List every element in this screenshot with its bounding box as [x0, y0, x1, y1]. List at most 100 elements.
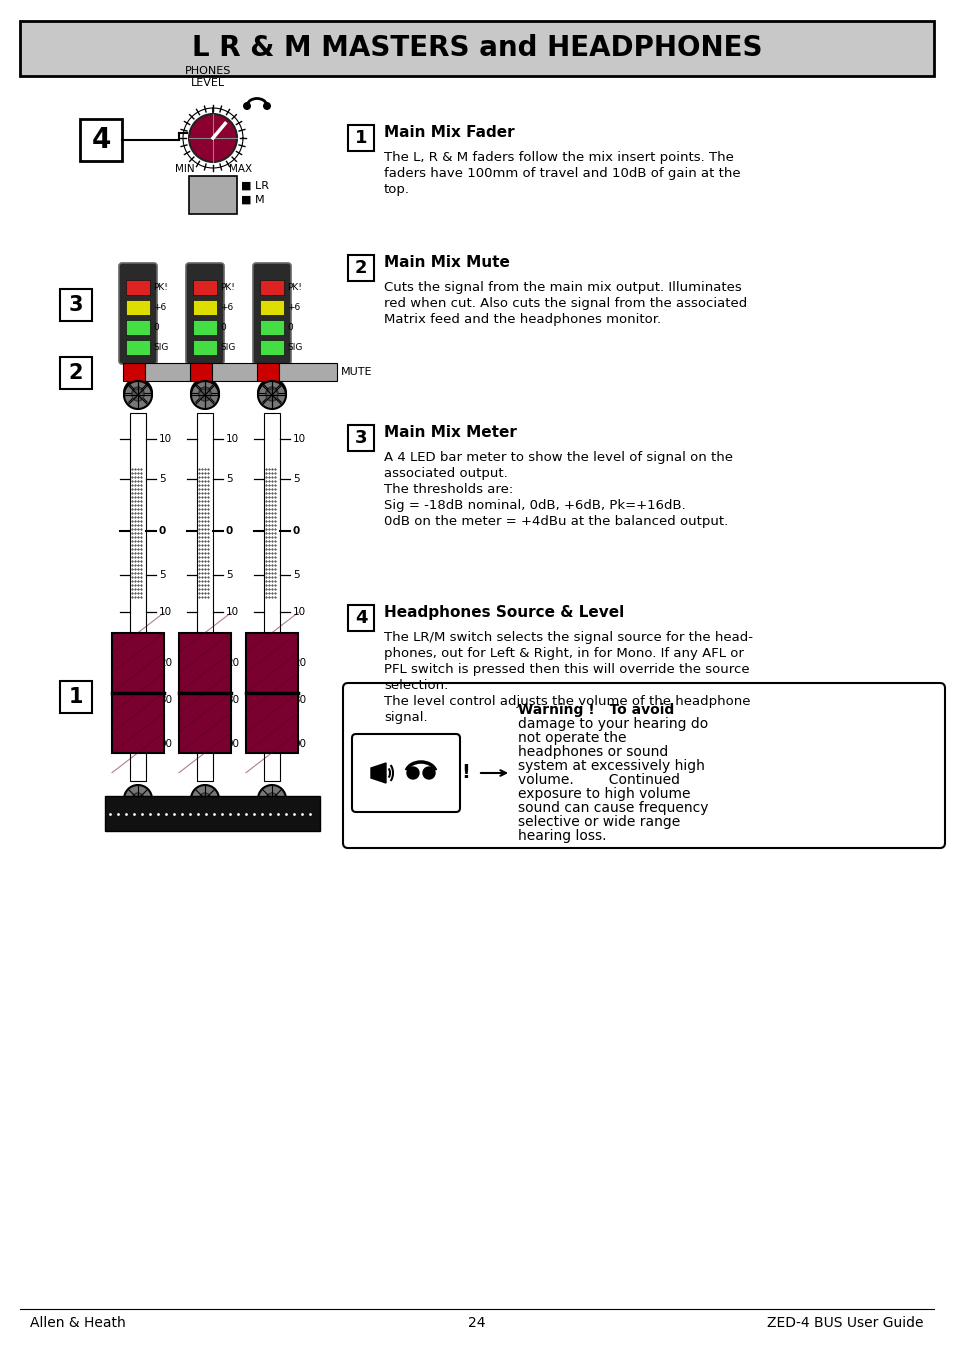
Circle shape [266, 793, 277, 805]
Circle shape [199, 389, 211, 401]
Text: signal.: signal. [384, 711, 427, 724]
Circle shape [132, 793, 144, 805]
Text: ZED-4 BUS User Guide: ZED-4 BUS User Guide [767, 1316, 923, 1329]
Bar [193, 280, 216, 295]
Circle shape [132, 389, 144, 401]
Text: 0: 0 [293, 526, 300, 536]
Text: MIN: MIN [175, 163, 194, 174]
Text: SIG: SIG [287, 343, 302, 353]
Text: 0dB on the meter = +4dBu at the balanced output.: 0dB on the meter = +4dBu at the balanced… [384, 515, 727, 528]
FancyBboxPatch shape [186, 263, 224, 363]
Text: phones, out for Left & Right, in for Mono. If any AFL or: phones, out for Left & Right, in for Mon… [384, 647, 743, 661]
Text: 20: 20 [159, 658, 172, 669]
Bar [60, 681, 91, 713]
Text: !: ! [460, 763, 470, 782]
Text: top.: top. [384, 182, 410, 196]
Circle shape [257, 381, 286, 409]
Text: 0: 0 [152, 323, 158, 332]
Bar [126, 280, 150, 295]
Circle shape [124, 381, 152, 409]
Text: Allen & Heath: Allen & Heath [30, 1316, 126, 1329]
Circle shape [199, 793, 211, 805]
Text: 30: 30 [159, 694, 172, 705]
Text: 3: 3 [355, 430, 367, 447]
Bar [126, 340, 150, 355]
Bar [130, 413, 146, 781]
Text: L: L [133, 373, 143, 388]
Text: 5: 5 [226, 474, 233, 484]
Bar [193, 320, 216, 335]
Bar [348, 126, 374, 151]
Text: 3: 3 [69, 295, 83, 315]
Bar [260, 320, 284, 335]
Text: 1: 1 [69, 688, 83, 707]
Text: R: R [199, 373, 211, 388]
FancyBboxPatch shape [119, 263, 157, 363]
Text: 0: 0 [287, 323, 293, 332]
Circle shape [191, 380, 219, 407]
Text: 5: 5 [159, 474, 166, 484]
Text: 10: 10 [293, 434, 306, 443]
Circle shape [422, 767, 435, 780]
Bar [348, 255, 374, 281]
Polygon shape [371, 763, 386, 784]
Text: 0: 0 [220, 323, 226, 332]
Text: 24: 24 [468, 1316, 485, 1329]
Bar [20, 22, 933, 76]
Text: L: L [133, 816, 143, 831]
Bar [260, 340, 284, 355]
Text: sound can cause frequency: sound can cause frequency [517, 801, 708, 815]
Bar [80, 119, 122, 161]
Text: Main Mix Meter: Main Mix Meter [384, 426, 517, 440]
Circle shape [191, 785, 219, 813]
Text: 00: 00 [226, 739, 239, 750]
Text: 2: 2 [69, 363, 83, 382]
Text: hearing loss.: hearing loss. [517, 830, 606, 843]
Bar [348, 605, 374, 631]
Circle shape [124, 785, 152, 813]
Text: selection.: selection. [384, 680, 448, 692]
Bar [260, 280, 284, 295]
Text: M: M [264, 816, 279, 831]
FancyBboxPatch shape [343, 684, 944, 848]
Text: R: R [199, 816, 211, 831]
Circle shape [266, 386, 277, 399]
Text: 20: 20 [293, 658, 306, 669]
Text: 10: 10 [226, 434, 239, 443]
Text: not operate the: not operate the [517, 731, 626, 744]
Text: 10: 10 [159, 607, 172, 616]
Text: 00: 00 [159, 739, 172, 750]
Circle shape [266, 389, 277, 401]
Bar [105, 796, 319, 831]
Bar [123, 363, 145, 381]
Text: volume.        Continued: volume. Continued [517, 773, 679, 788]
Text: PK!: PK! [152, 284, 168, 293]
Text: 5: 5 [293, 474, 299, 484]
Text: system at excessively high: system at excessively high [517, 759, 704, 773]
Bar [193, 340, 216, 355]
Circle shape [407, 767, 418, 780]
Text: Main Mix Fader: Main Mix Fader [384, 126, 514, 141]
Text: selective or wide range: selective or wide range [517, 815, 679, 830]
Text: red when cut. Also cuts the signal from the associated: red when cut. Also cuts the signal from … [384, 297, 746, 309]
Text: The thresholds are:: The thresholds are: [384, 484, 513, 496]
Text: PK!: PK! [287, 284, 301, 293]
Text: faders have 100mm of travel and 10dB of gain at the: faders have 100mm of travel and 10dB of … [384, 168, 740, 180]
Text: 0: 0 [226, 526, 233, 536]
Text: +6: +6 [287, 304, 300, 312]
Text: exposure to high volume: exposure to high volume [517, 788, 690, 801]
Text: 30: 30 [293, 694, 306, 705]
Circle shape [191, 381, 219, 409]
Text: PFL switch is pressed then this will override the source: PFL switch is pressed then this will ove… [384, 663, 749, 676]
Bar [179, 632, 231, 753]
Circle shape [124, 380, 152, 407]
Bar [190, 363, 212, 381]
Text: 5: 5 [293, 570, 299, 580]
Text: MAX: MAX [230, 163, 253, 174]
Text: MUTE: MUTE [207, 367, 238, 377]
FancyBboxPatch shape [253, 263, 291, 363]
Bar [260, 300, 284, 315]
Text: 10: 10 [159, 434, 172, 443]
Text: The level control adjusts the volume of the headphone: The level control adjusts the volume of … [384, 694, 750, 708]
Text: The L, R & M faders follow the mix insert points. The: The L, R & M faders follow the mix inser… [384, 151, 733, 163]
